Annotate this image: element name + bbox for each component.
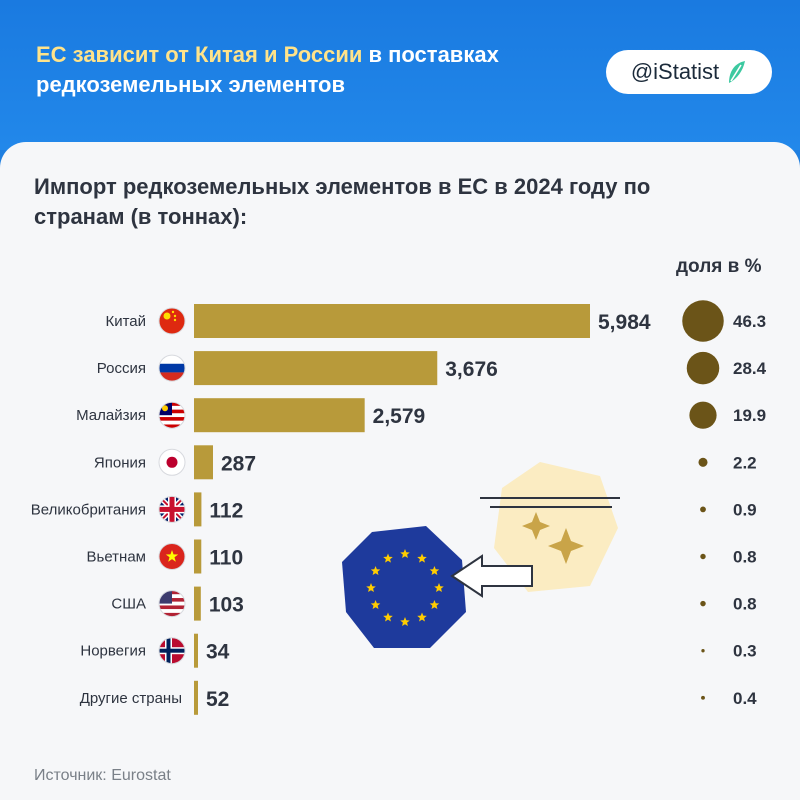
share-bubble — [700, 506, 706, 513]
eu-star-icon — [383, 612, 393, 622]
eu-stars — [366, 549, 444, 627]
category-label: Россия — [97, 360, 146, 377]
chart-title: Импорт редкоземельных элементов в ЕС в 2… — [34, 174, 651, 229]
title-rest: в поставках редкоземельных элементов — [36, 42, 499, 97]
category-label: Малайзия — [76, 407, 146, 424]
bar — [194, 680, 198, 715]
category-label: Вьетнам — [87, 549, 146, 566]
page-title: ЕС зависит от Китая и России в поставках… — [36, 40, 596, 100]
value-label: 103 — [209, 594, 244, 617]
share-bubble — [700, 553, 706, 560]
crystal-shape — [494, 462, 618, 592]
eu-star-icon — [370, 600, 381, 610]
bar — [194, 351, 438, 386]
brand-badge: @iStatist — [606, 50, 772, 94]
eu-star-icon — [429, 566, 440, 576]
bar — [194, 398, 365, 433]
bar — [194, 586, 201, 621]
bar — [194, 492, 202, 527]
value-label: 287 — [221, 452, 256, 475]
value-label: 110 — [209, 547, 243, 570]
share-label: 0.9 — [733, 500, 757, 519]
eu-star-icon — [383, 553, 393, 563]
eu-star-icon — [429, 600, 440, 610]
flag-usa-icon — [158, 590, 186, 618]
category-label: США — [111, 596, 146, 613]
bar — [194, 539, 202, 574]
share-label: 0.3 — [733, 642, 757, 661]
share-label: 28.4 — [733, 359, 767, 378]
eu-star-icon — [434, 583, 444, 593]
share-bubble — [698, 457, 708, 467]
arrow-left-icon — [450, 554, 533, 598]
share-label: 2.2 — [733, 453, 757, 472]
category-label: Япония — [94, 454, 146, 471]
flag-russia-icon — [158, 354, 186, 382]
share-label: 0.4 — [733, 689, 757, 708]
share-label: 0.8 — [733, 595, 757, 614]
flag-vietnam-icon — [158, 543, 186, 570]
flag-uk-icon — [158, 495, 186, 523]
share-label: 19.9 — [733, 406, 766, 425]
category-label: Великобритания — [31, 501, 146, 518]
share-label: 0.8 — [733, 548, 757, 567]
share-bubble — [701, 649, 705, 653]
eu-flag-badge — [342, 526, 466, 648]
value-label: 5,984 — [598, 311, 651, 334]
category-label: Китай — [105, 313, 146, 330]
eu-star-icon — [417, 553, 427, 563]
eu-illustration — [342, 462, 620, 648]
eu-star-icon — [400, 549, 410, 559]
category-label: Другие страны — [80, 690, 182, 707]
title-highlight: ЕС зависит от Китая и России — [36, 42, 363, 67]
share-header: доля в % — [676, 256, 762, 277]
value-label: 34 — [206, 641, 230, 664]
flag-norway-icon — [158, 637, 186, 665]
eu-star-icon — [370, 566, 381, 576]
category-label: Норвегия — [80, 643, 146, 660]
bar — [194, 633, 198, 668]
value-label: 3,676 — [445, 358, 498, 381]
eu-star-icon — [400, 617, 410, 627]
share-bubble — [686, 351, 720, 385]
value-label: 112 — [209, 499, 243, 522]
share-bubble — [689, 401, 717, 429]
share-bubble — [701, 695, 705, 700]
brand-name: @iStatist — [630, 59, 720, 84]
share-label: 46.3 — [733, 312, 766, 331]
brand-leaf-icon — [729, 61, 746, 83]
sparkle-icon-large — [548, 528, 584, 564]
source-note: Источник: Eurostat — [34, 767, 171, 784]
share-bubble — [682, 300, 724, 342]
bar — [194, 304, 590, 338]
flag-malaysia-icon — [158, 401, 186, 429]
value-label: 52 — [206, 688, 229, 711]
flag-japan-icon — [158, 448, 186, 476]
eu-star-icon — [366, 583, 376, 593]
bar — [194, 445, 213, 480]
sparkle-icon — [522, 512, 550, 540]
value-label: 2,579 — [373, 405, 426, 428]
eu-star-icon — [417, 612, 427, 622]
flag-china-icon — [158, 307, 186, 335]
chart-card — [0, 142, 800, 800]
share-bubble — [700, 600, 706, 607]
